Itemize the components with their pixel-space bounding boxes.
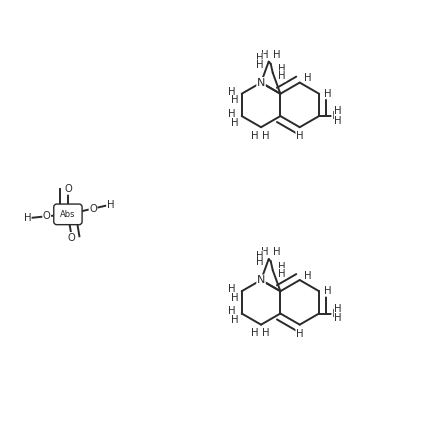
Text: H: H xyxy=(228,284,235,294)
Text: N: N xyxy=(332,111,340,121)
Text: H: H xyxy=(251,328,259,338)
Text: H: H xyxy=(334,116,342,126)
Text: H: H xyxy=(273,50,281,60)
Text: H: H xyxy=(107,200,114,210)
Text: H: H xyxy=(273,247,281,257)
Text: H: H xyxy=(334,313,342,323)
Text: N: N xyxy=(332,308,340,319)
Text: H: H xyxy=(262,328,270,338)
Text: H: H xyxy=(228,109,235,119)
Text: H: H xyxy=(228,87,235,97)
Text: H: H xyxy=(231,118,239,128)
Text: H: H xyxy=(256,257,263,268)
Text: H: H xyxy=(296,329,303,339)
Text: Abs: Abs xyxy=(60,210,76,219)
Text: H: H xyxy=(261,50,268,60)
Text: H: H xyxy=(296,131,303,141)
Text: H: H xyxy=(278,262,286,272)
Text: H: H xyxy=(231,293,239,303)
Text: O: O xyxy=(89,204,97,213)
Text: H: H xyxy=(256,53,263,63)
Text: H: H xyxy=(305,73,312,83)
Text: H: H xyxy=(278,268,286,278)
Text: N: N xyxy=(257,78,265,87)
Text: H: H xyxy=(305,271,312,281)
Text: H: H xyxy=(231,315,239,325)
Text: H: H xyxy=(262,131,270,141)
Text: O: O xyxy=(64,184,72,194)
Text: H: H xyxy=(334,304,342,313)
Text: H: H xyxy=(256,60,263,70)
Text: N: N xyxy=(257,275,265,285)
FancyBboxPatch shape xyxy=(54,204,82,225)
Text: H: H xyxy=(261,247,268,257)
Text: H: H xyxy=(278,65,286,74)
Text: H: H xyxy=(228,306,235,316)
Text: H: H xyxy=(231,95,239,106)
Text: H: H xyxy=(324,89,331,99)
Text: O: O xyxy=(43,211,51,221)
Text: H: H xyxy=(334,106,342,116)
Text: H: H xyxy=(278,71,286,81)
Text: H: H xyxy=(256,251,263,261)
Text: H: H xyxy=(324,286,331,296)
Text: H: H xyxy=(251,131,259,141)
Text: H: H xyxy=(24,213,31,223)
Text: O: O xyxy=(68,233,76,242)
